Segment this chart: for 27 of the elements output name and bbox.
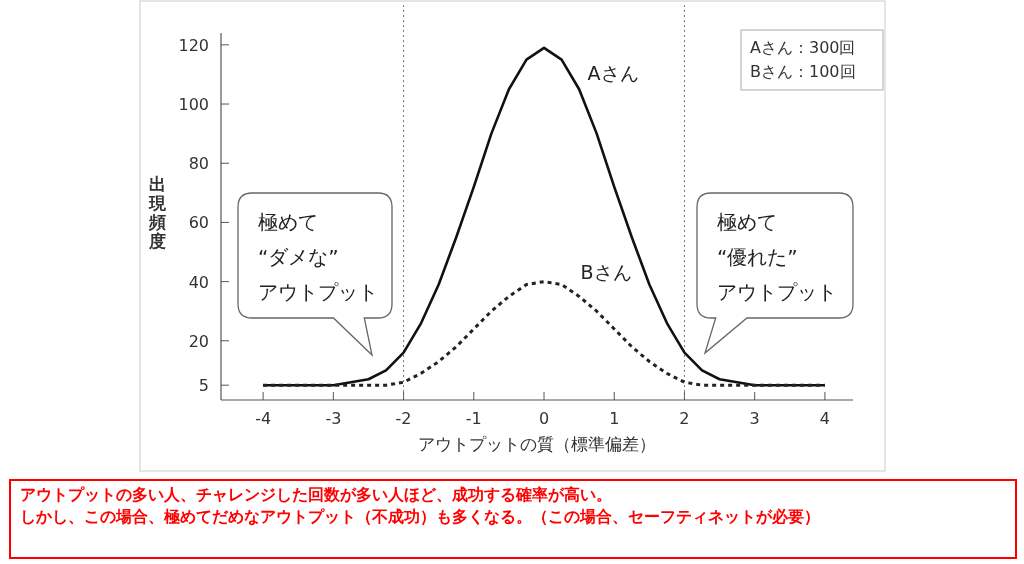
x-tick-label: -3 [325,409,342,428]
callout: 極めて “ダメな” アウトプット [237,192,393,356]
series-label: Aさん [587,62,639,85]
y-tick-label: 80 [188,154,209,174]
x-tick-label: 1 [609,409,620,428]
y-axis-title: 出現頻度 [147,174,167,251]
y-tick-label: 60 [188,213,209,233]
text: アウトプットの多い人、チャレンジした回数が多い人ほど、成功する確率が高い。 [20,485,612,504]
annotation: 極めて “ダメな” アウトプット [258,210,378,304]
x-tick-label: 2 [679,409,690,428]
y-tick-label: 5 [198,376,209,396]
y-tick-label: 20 [188,331,209,351]
x-tick-label: -1 [465,409,482,428]
annotation: 極めて “優れた” アウトプット [717,210,837,304]
y-tick-label: 100 [178,95,209,115]
y-tick-label: 120 [178,35,209,55]
x-tick-label: 0 [538,409,550,428]
text: しかし、この場合、極めてだめなアウトプット（不成功）も多くなる。（この場合、セーフティネットが必要） [20,507,820,526]
callout: 極めて “優れた” アウトプット [696,192,854,354]
x-axis-title: アウトプットの質（標準偏差） [418,434,656,454]
x-tick-label: -4 [255,409,272,428]
series-label: Bさん [580,260,632,283]
x-tick-label: -2 [395,409,412,428]
annotation: Aさん：300回 Bさん：100回 [750,38,856,81]
x-tick-label: 3 [749,409,760,428]
x-tick-label: 4 [819,409,830,428]
y-tick-label: 40 [188,272,209,292]
